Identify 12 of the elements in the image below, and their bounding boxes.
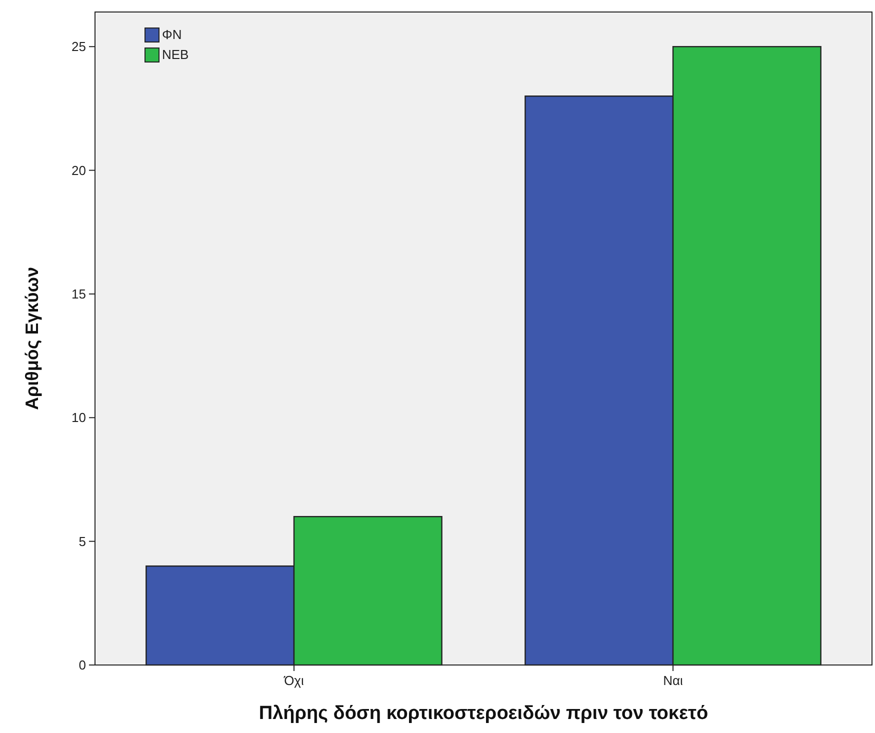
x-tick-label: Όχι [283,673,304,688]
y-tick-label: 25 [72,39,86,54]
y-axis-title: Αριθμός Εγκύων [22,267,42,410]
x-axis-title: Πλήρης δόση κορτικοστεροειδών πριν τον τοκετό [258,703,708,724]
legend-label: ΝΕΒ [162,47,189,62]
y-tick-label: 15 [72,286,86,302]
y-tick-label: 5 [78,534,86,549]
y-tick-label: 20 [72,162,86,178]
y-tick-label: 10 [72,410,86,426]
y-tick-label: 0 [78,658,86,673]
x-tick-label: Ναι [663,673,684,688]
legend-label: ΦΝ [162,27,182,42]
